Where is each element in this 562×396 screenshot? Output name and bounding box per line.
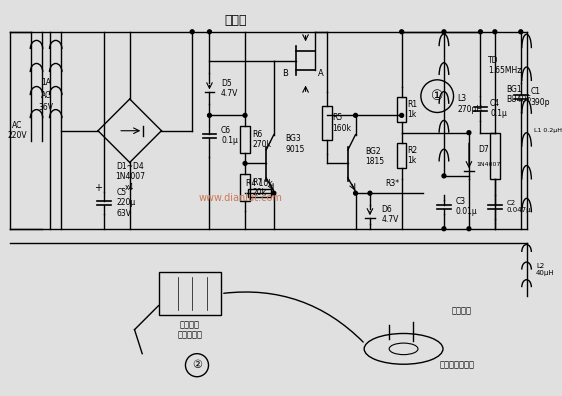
Bar xyxy=(158,272,221,315)
Text: ①: ① xyxy=(431,89,443,103)
Text: D1~D4
1N4007
x4: D1~D4 1N4007 x4 xyxy=(115,162,145,192)
Text: R1
1k: R1 1k xyxy=(407,100,418,119)
Circle shape xyxy=(272,191,276,195)
Text: C5
220μ
63V: C5 220μ 63V xyxy=(116,188,135,218)
Bar xyxy=(490,133,500,179)
Text: L2
40μH: L2 40μH xyxy=(536,263,555,276)
Circle shape xyxy=(519,30,523,34)
Text: L3
270μH: L3 270μH xyxy=(457,94,483,114)
Circle shape xyxy=(467,227,471,231)
Text: 电源控制
电路适配器: 电源控制 电路适配器 xyxy=(177,320,202,339)
Circle shape xyxy=(442,30,446,34)
Bar xyxy=(397,143,406,168)
Text: R2
1k: R2 1k xyxy=(407,146,418,166)
Text: L1 0.2μH: L1 0.2μH xyxy=(534,128,562,133)
Circle shape xyxy=(243,162,247,165)
Circle shape xyxy=(207,113,211,117)
Text: C6
0.1μ: C6 0.1μ xyxy=(221,126,238,145)
Bar xyxy=(397,97,406,122)
Text: C1
390p: C1 390p xyxy=(531,88,550,107)
Text: +: + xyxy=(94,183,102,193)
Text: 水位触针: 水位触针 xyxy=(452,306,472,315)
Text: 1A: 1A xyxy=(41,78,51,87)
Text: 1N4007: 1N4007 xyxy=(477,162,501,167)
Text: R4 10k: R4 10k xyxy=(246,179,273,188)
Bar xyxy=(322,106,332,140)
Text: BG3
9015: BG3 9015 xyxy=(285,135,305,154)
Text: BG2
1815: BG2 1815 xyxy=(365,147,384,166)
Text: AC
220V: AC 220V xyxy=(7,121,27,141)
Text: D6
4.7V: D6 4.7V xyxy=(382,205,399,224)
Circle shape xyxy=(478,30,482,34)
Circle shape xyxy=(493,30,497,34)
Text: AC: AC xyxy=(41,91,51,100)
Circle shape xyxy=(368,191,372,195)
Circle shape xyxy=(400,30,404,34)
Bar xyxy=(248,189,271,197)
Circle shape xyxy=(467,131,471,135)
Circle shape xyxy=(353,191,357,195)
Text: 36V: 36V xyxy=(39,103,53,112)
Text: 高频压电雾化头: 高频压电雾化头 xyxy=(440,361,475,370)
Text: R5
160k: R5 160k xyxy=(333,113,351,133)
Circle shape xyxy=(400,113,404,117)
Text: R3*: R3* xyxy=(385,179,399,188)
Text: D7: D7 xyxy=(478,145,490,154)
Text: A: A xyxy=(318,69,324,78)
Text: C4
0.1μ: C4 0.1μ xyxy=(490,99,507,118)
Circle shape xyxy=(353,113,357,117)
Text: C2
0.047μ: C2 0.047μ xyxy=(506,200,531,213)
Circle shape xyxy=(243,113,247,117)
Text: R6
270k: R6 270k xyxy=(253,129,271,149)
Circle shape xyxy=(442,174,446,178)
Bar xyxy=(240,126,250,152)
Text: www.dianlut.com: www.dianlut.com xyxy=(198,193,282,203)
Text: ②: ② xyxy=(192,360,202,370)
Text: BG1
BU406: BG1 BU406 xyxy=(506,84,532,104)
Circle shape xyxy=(191,30,194,34)
Circle shape xyxy=(442,227,446,231)
Text: 水雾液: 水雾液 xyxy=(224,14,247,27)
Circle shape xyxy=(207,30,211,34)
Bar xyxy=(240,174,250,201)
Text: R7
20k: R7 20k xyxy=(253,178,267,197)
Text: B: B xyxy=(282,69,288,78)
Text: D5
4.7V: D5 4.7V xyxy=(221,79,238,98)
Text: C3
0.01μ: C3 0.01μ xyxy=(455,197,477,216)
Text: TD
1.65MHz: TD 1.65MHz xyxy=(488,56,522,75)
